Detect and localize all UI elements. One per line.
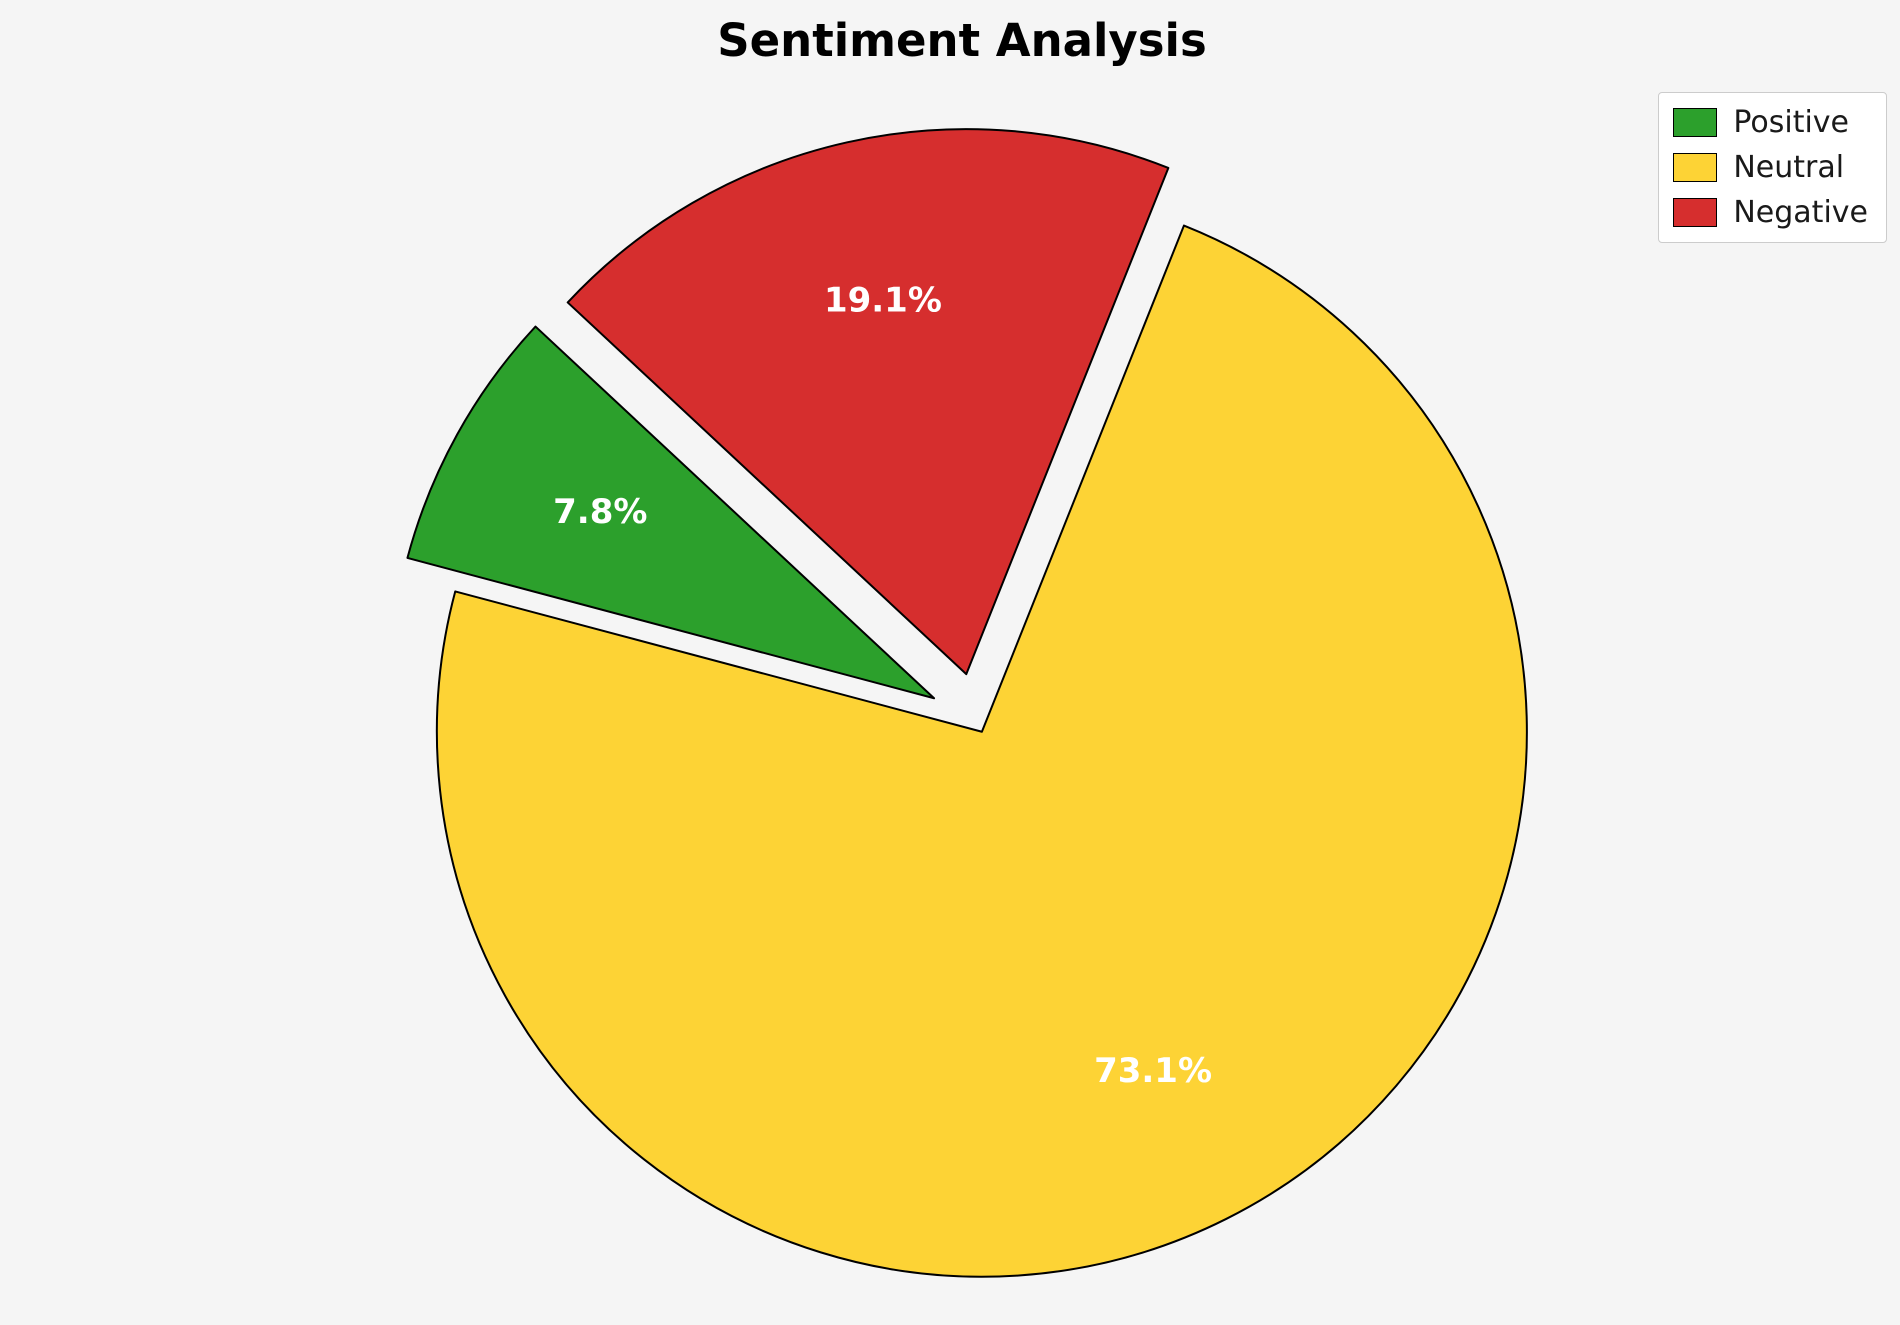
legend-label-neutral: Neutral bbox=[1733, 150, 1845, 185]
legend-swatch-negative bbox=[1673, 198, 1718, 227]
pie-slice-positive bbox=[406, 325, 936, 700]
pie-percent-label-positive: 7.8% bbox=[553, 492, 647, 532]
legend-swatch-neutral bbox=[1673, 153, 1718, 182]
chart-title: Sentiment Analysis bbox=[717, 14, 1207, 67]
pie-percent-label-neutral: 73.1% bbox=[1094, 1051, 1212, 1091]
pie-slice-neutral bbox=[435, 224, 1528, 1278]
legend-label-negative: Negative bbox=[1733, 195, 1868, 230]
pie-slice-negative bbox=[566, 128, 1170, 676]
legend-swatch-positive bbox=[1673, 108, 1718, 137]
legend-item-neutral: Neutral bbox=[1673, 150, 1868, 185]
legend-label-positive: Positive bbox=[1733, 105, 1850, 140]
pie-percent-label-negative: 19.1% bbox=[824, 280, 942, 320]
legend-item-negative: Negative bbox=[1673, 195, 1868, 230]
legend-item-positive: Positive bbox=[1673, 105, 1868, 140]
legend: Positive Neutral Negative bbox=[1658, 92, 1887, 243]
